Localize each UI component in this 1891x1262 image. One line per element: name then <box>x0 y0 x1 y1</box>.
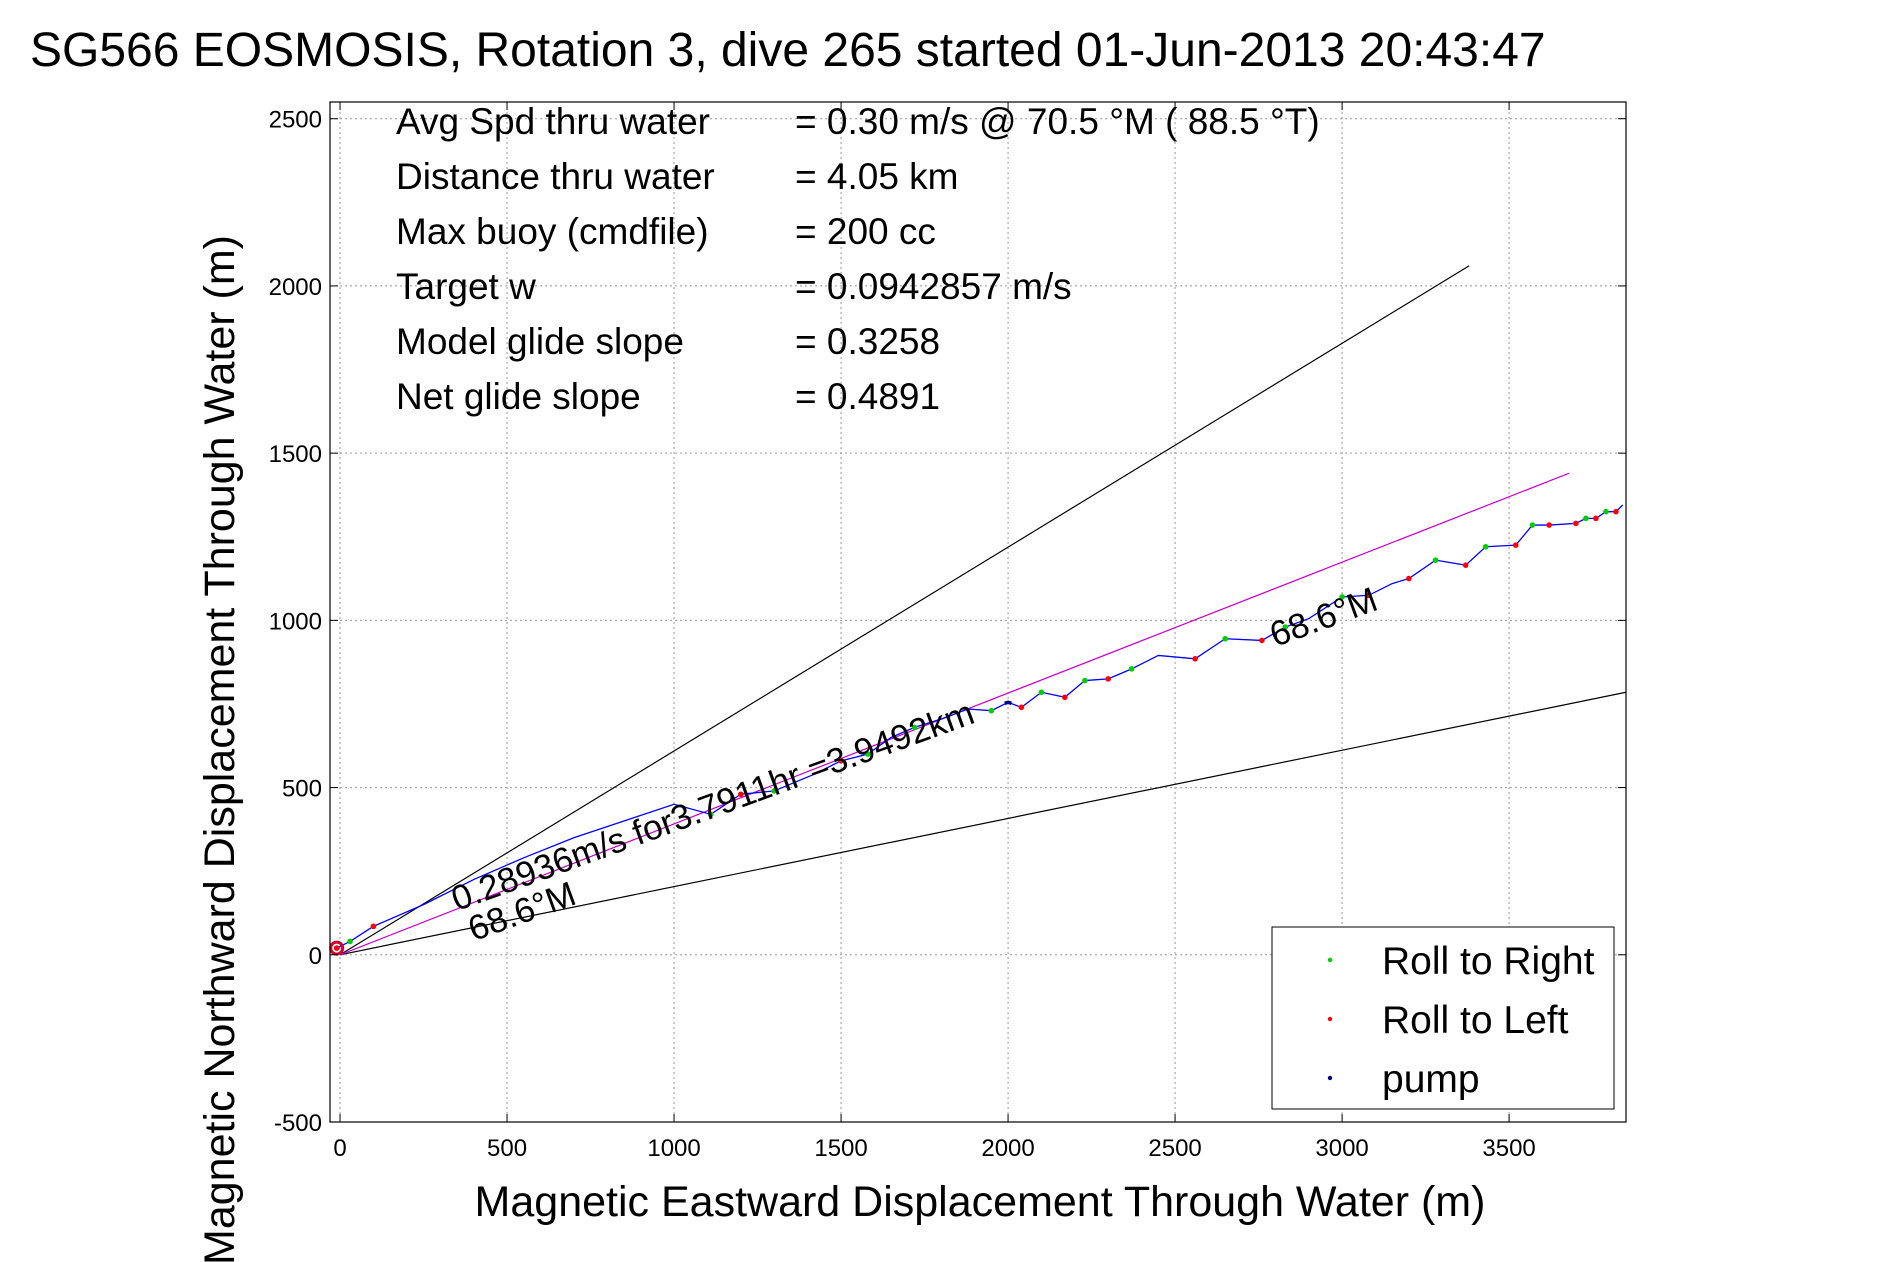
upper-bound-line <box>339 265 1470 956</box>
info-label: Net glide slope <box>396 376 641 417</box>
chart-title: SG566 EOSMOSIS, Rotation 3, dive 265 sta… <box>30 24 1546 77</box>
y-tick-label: 2000 <box>269 274 322 301</box>
roll-to-left-point <box>1192 656 1198 662</box>
x-tick-label: 2000 <box>981 1135 1034 1162</box>
info-label: Distance thru water <box>396 156 715 197</box>
info-value: = 200 cc <box>795 211 936 252</box>
roll-to-left-point <box>1593 515 1599 522</box>
info-value: = 0.0942857 m/s <box>795 266 1072 307</box>
roll-to-right-point <box>1583 515 1589 522</box>
x-tick-label: 500 <box>487 1135 527 1162</box>
y-tick-label: 1500 <box>269 441 322 468</box>
legend-label: pump <box>1382 1058 1480 1101</box>
roll-to-right-point <box>1482 543 1489 550</box>
roll-to-left-point <box>333 945 340 951</box>
roll-to-right-point <box>771 788 778 794</box>
plot-frame <box>329 101 1627 1123</box>
roll-to-right-point <box>1128 666 1135 672</box>
roll-to-right-point <box>1529 522 1536 528</box>
roll-to-right-point <box>347 938 353 945</box>
y-tick-label: -500 <box>274 1110 322 1137</box>
roll-to-right-point <box>1339 594 1345 600</box>
roll-to-right-point <box>1222 635 1228 642</box>
roll-to-left-point <box>370 923 377 930</box>
legend-label: Roll to Left <box>1382 999 1569 1042</box>
info-box: Avg Spd thru water = 0.30 m/s @ 70.5 °M (… <box>396 101 1320 417</box>
roll-to-right-point <box>1603 508 1609 515</box>
info-label: Model glide slope <box>396 321 684 362</box>
y-tick-label: 1000 <box>269 608 322 635</box>
x-tick-label: 1500 <box>814 1135 867 1162</box>
annotations: 0.28936m/s for3.7911hr =3.9492km68.6°M68… <box>446 580 1382 949</box>
lower-bound-line <box>339 691 1627 956</box>
roll-to-left-point <box>1366 592 1372 599</box>
start-marker <box>329 940 345 956</box>
roll-to-right-point <box>911 724 918 731</box>
pump-line <box>1004 700 1012 705</box>
roll-to-right-point <box>1038 689 1045 696</box>
roll-to-right-point <box>988 707 995 714</box>
roll-to-left-point <box>1613 508 1619 515</box>
annotation-text: 68.6°M <box>1265 580 1383 655</box>
roll-to-left-point <box>1259 637 1265 644</box>
info-label: Avg Spd thru water <box>396 101 710 142</box>
legend-marker <box>1327 957 1333 963</box>
roll-to-left-point <box>1406 575 1412 582</box>
roll-to-left-point <box>1105 676 1112 682</box>
x-tick-label: 3500 <box>1482 1135 1535 1162</box>
roll-to-right-point <box>1082 677 1088 684</box>
data-markers <box>329 508 1619 956</box>
roll-to-left-point <box>1018 704 1025 711</box>
x-axis-ticks: 0 500 1000 1500 2000 2500 3000 3500 <box>333 102 1536 1162</box>
roll-to-right-point <box>707 811 714 818</box>
legend: Roll to Right Roll to Left pump <box>1271 926 1615 1110</box>
y-axis-ticks: -500 0 500 1000 1500 2000 2500 <box>269 107 1626 1137</box>
legend-marker <box>1327 1075 1333 1081</box>
x-tick-label: 0 <box>333 1135 346 1162</box>
roll-to-right-point <box>1432 557 1439 563</box>
y-axis-label: Magnetic Northward Displacement Through … <box>196 235 244 1262</box>
roll-to-right-point <box>1282 624 1289 630</box>
legend-label: Roll to Right <box>1382 940 1595 983</box>
y-tick-label: 2500 <box>269 107 322 134</box>
roll-to-right-point <box>864 751 871 757</box>
roll-to-left-point <box>1062 694 1068 701</box>
x-tick-label: 2500 <box>1148 1135 1201 1162</box>
x-tick-label: 1000 <box>647 1135 700 1162</box>
legend-marker <box>1327 1016 1333 1022</box>
x-tick-label: 3000 <box>1315 1135 1368 1162</box>
roll-to-left-point <box>1546 522 1552 528</box>
info-value: = 0.30 m/s @ 70.5 °M ( 88.5 °T) <box>795 101 1320 142</box>
y-tick-label: 500 <box>282 776 322 803</box>
info-value: = 0.3258 <box>795 321 940 362</box>
roll-to-left-point <box>738 791 744 798</box>
y-tick-label: 0 <box>309 943 322 970</box>
info-label: Max buoy (cmdfile) <box>396 211 709 252</box>
info-value: = 0.4891 <box>795 376 940 417</box>
info-value: = 4.05 km <box>795 156 959 197</box>
roll-to-left-point <box>1512 542 1519 548</box>
roll-to-left-point <box>838 758 844 764</box>
roll-to-left-point <box>1462 562 1469 568</box>
x-axis-label: Magnetic Eastward Displacement Through W… <box>475 1178 1486 1226</box>
info-label: Target w <box>396 266 536 307</box>
roll-to-left-point <box>1573 520 1579 527</box>
